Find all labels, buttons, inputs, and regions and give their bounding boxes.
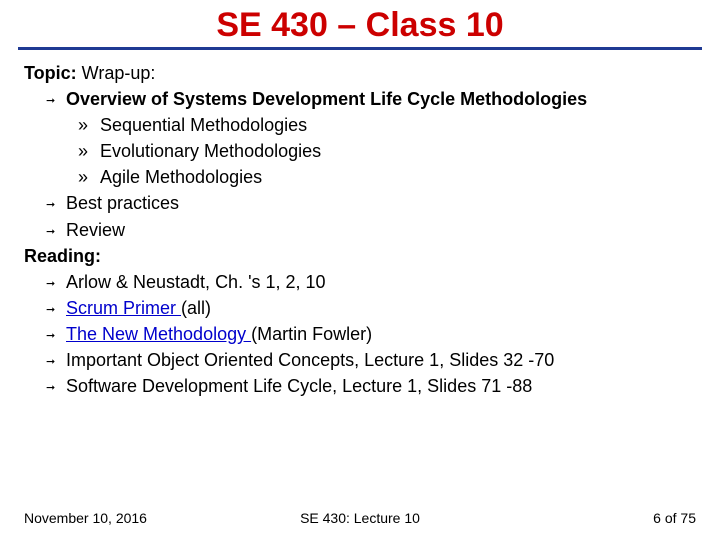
reading-link[interactable]: Scrum Primer — [66, 298, 181, 318]
reading-label: Reading: — [24, 246, 101, 266]
list-item: Scrum Primer (all) — [66, 295, 696, 321]
sub-list: Sequential MethodologiesEvolutionary Met… — [66, 112, 696, 190]
reading-line: Reading: — [24, 243, 696, 269]
list-item-text: Review — [66, 220, 125, 240]
topic-list: Overview of Systems Development Life Cyc… — [24, 86, 696, 243]
list-item: Software Development Life Cycle, Lecture… — [66, 373, 696, 399]
list-item: Important Object Oriented Concepts, Lect… — [66, 347, 696, 373]
list-item: Overview of Systems Development Life Cyc… — [66, 86, 696, 190]
topic-label: Topic: — [24, 63, 77, 83]
slide-title: SE 430 – Class 10 — [0, 0, 720, 47]
list-item: Evolutionary Methodologies — [100, 138, 696, 164]
list-item: Review — [66, 217, 696, 243]
list-item: Best practices — [66, 190, 696, 216]
slide-footer: November 10, 2016 SE 430: Lecture 10 6 o… — [0, 510, 720, 526]
reading-link[interactable]: The New Methodology — [66, 324, 251, 344]
reading-list: Arlow & Neustadt, Ch. 's 1, 2, 10Scrum P… — [24, 269, 696, 399]
slide: SE 430 – Class 10 Topic: Wrap-up: Overvi… — [0, 0, 720, 540]
list-item: Sequential Methodologies — [100, 112, 696, 138]
list-item-text: Overview of Systems Development Life Cyc… — [66, 89, 587, 109]
topic-line: Topic: Wrap-up: — [24, 60, 696, 86]
slide-body: Topic: Wrap-up: Overview of Systems Deve… — [0, 50, 720, 399]
list-item: Arlow & Neustadt, Ch. 's 1, 2, 10 — [66, 269, 696, 295]
topic-text: Wrap-up: — [77, 63, 156, 83]
reading-after: (all) — [181, 298, 211, 318]
list-item: The New Methodology (Martin Fowler) — [66, 321, 696, 347]
footer-page: 6 of 75 — [653, 510, 696, 526]
reading-after: (Martin Fowler) — [251, 324, 372, 344]
footer-date: November 10, 2016 — [24, 510, 147, 526]
list-item: Agile Methodologies — [100, 164, 696, 190]
list-item-text: Best practices — [66, 193, 179, 213]
